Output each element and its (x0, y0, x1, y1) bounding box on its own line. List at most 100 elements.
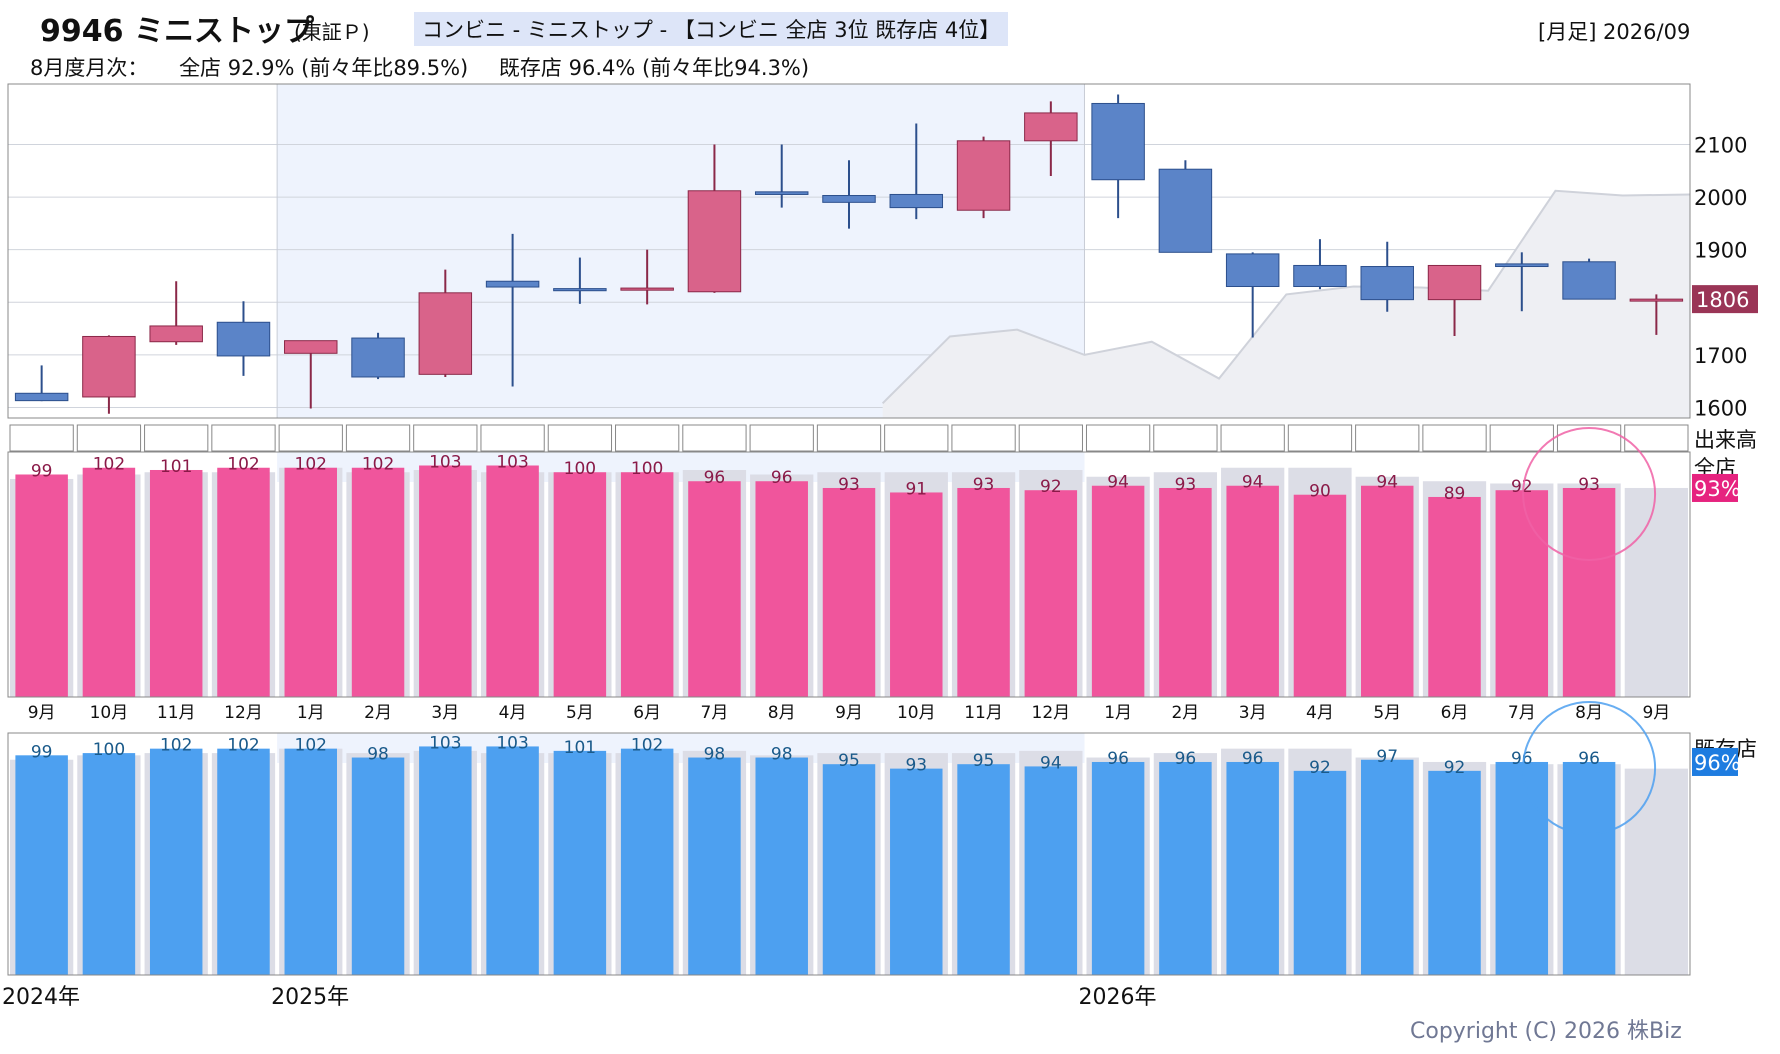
bar-value-label: 103 (429, 733, 461, 753)
sales-bar (284, 467, 337, 697)
candle-body (553, 288, 607, 292)
bar-value-label: 90 (1309, 482, 1331, 502)
current-value-label: 93% (1694, 477, 1741, 501)
month-label: 3月 (431, 703, 459, 723)
bar-value-label: 96 (704, 468, 726, 488)
candlesticks (14, 94, 1684, 414)
axes: 1600170018001900200021001806全店93%既存店96%9… (2, 133, 1758, 1010)
sales-bar (755, 757, 808, 975)
candle-body (889, 193, 944, 209)
bar-value-label: 102 (631, 736, 663, 756)
bar-value-label: 92 (1309, 758, 1331, 778)
bar-value-label: 93 (973, 475, 995, 495)
volume-cell (1018, 424, 1083, 452)
sales-bar (1293, 494, 1347, 697)
month-label: 4月 (499, 703, 527, 723)
bar-value-label: 93 (1175, 475, 1197, 495)
sales-bar (1159, 761, 1212, 975)
sales-bar (755, 481, 808, 697)
month-label: 6月 (633, 703, 661, 723)
sales-bar (1361, 485, 1414, 697)
bar-value-label: 94 (1040, 753, 1062, 773)
candle-body (1158, 168, 1213, 253)
current-value-tag (1692, 747, 1738, 776)
sales-bar (217, 748, 270, 975)
sales-bar (890, 768, 943, 975)
highlight-circle (1522, 700, 1657, 835)
candle-body (1024, 112, 1078, 142)
bar-value-label: 98 (704, 745, 726, 765)
month-label: 12月 (224, 703, 263, 723)
sales-bar (688, 481, 741, 697)
sales-bar (890, 492, 943, 697)
category-badge[interactable]: コンビニ - ミニストップ - 【コンビニ 全店 3位 既存店 4位】 (414, 12, 1009, 46)
bar-value-label: 102 (160, 736, 192, 756)
bar-value-label: 98 (367, 745, 389, 765)
month-label: 4月 (1306, 703, 1334, 723)
bar-value-label: 96 (771, 468, 793, 488)
sales-bar (1495, 490, 1549, 697)
volume-cell (413, 424, 478, 452)
y-tick-label: 2100 (1694, 133, 1747, 157)
month-label: 10月 (897, 703, 936, 723)
bar-value-label: 100 (564, 459, 596, 479)
header: 9946 ミニストップ (東証Ｐ) コンビニ - ミニストップ - 【コンビニ … (0, 0, 1780, 84)
candle-body (82, 335, 136, 398)
sales-bar (1428, 496, 1481, 697)
bar-value-label: 96 (1242, 749, 1264, 769)
bar-value-label: 95 (973, 751, 995, 771)
volume-cell (1355, 424, 1420, 452)
sales-bar (1428, 770, 1481, 975)
bar-value-label: 103 (429, 452, 461, 472)
candle-body (1293, 264, 1347, 288)
prev-year-bar (1624, 768, 1688, 975)
volume-cell (1556, 424, 1622, 452)
sales-bar (553, 750, 607, 975)
volume-cell (211, 424, 276, 452)
month-label: 9月 (835, 703, 863, 723)
sales-bar (217, 467, 270, 697)
sales-bar (822, 764, 876, 975)
bar-value-label: 95 (838, 751, 860, 771)
candle-body (956, 140, 1011, 211)
sales-bar (1562, 487, 1616, 697)
bar-value-label: 92 (1444, 758, 1466, 778)
last-price-label: 1806 (1696, 288, 1749, 312)
bar-value-label: 91 (905, 479, 927, 499)
bar-value-label: 94 (1376, 473, 1398, 493)
month-label: 11月 (964, 703, 1003, 723)
bar-value-label: 92 (1040, 477, 1062, 497)
month-label: 1月 (297, 703, 325, 723)
month-label: 9月 (1642, 703, 1670, 723)
sales-bar (82, 753, 136, 975)
y-tick-label: 1700 (1694, 344, 1747, 368)
candle-body (351, 337, 405, 378)
sales-bar (553, 472, 607, 697)
y-tick-label: 1600 (1694, 396, 1747, 420)
month-label: 10月 (90, 703, 129, 723)
bar-value-label: 102 (295, 736, 327, 756)
sales-bar (15, 755, 68, 975)
background-area (882, 190, 1690, 418)
sales-bar (15, 474, 68, 697)
sales-bar (149, 748, 203, 975)
volume-cell (76, 424, 142, 452)
bar-value-label: 93 (1578, 475, 1600, 495)
candle-body (1360, 266, 1414, 301)
sales-bar (1226, 485, 1279, 697)
background-line (881, 189, 1691, 404)
panel-frames (7, 83, 1691, 976)
bar-value-label: 102 (227, 736, 259, 756)
sales-bar (1293, 770, 1347, 975)
volume-cell (1422, 424, 1487, 452)
month-label: 6月 (1441, 703, 1469, 723)
highlight-band (277, 452, 1085, 482)
sales-bar (486, 465, 539, 697)
bar-value-label: 101 (160, 457, 192, 477)
bar-value-label: 103 (496, 452, 528, 472)
bar-value-label: 102 (295, 455, 327, 475)
current-value-tag (1692, 473, 1738, 502)
bar-value-label: 92 (1511, 477, 1533, 497)
candle-body (149, 325, 203, 343)
bar-value-label: 96 (1511, 749, 1533, 769)
